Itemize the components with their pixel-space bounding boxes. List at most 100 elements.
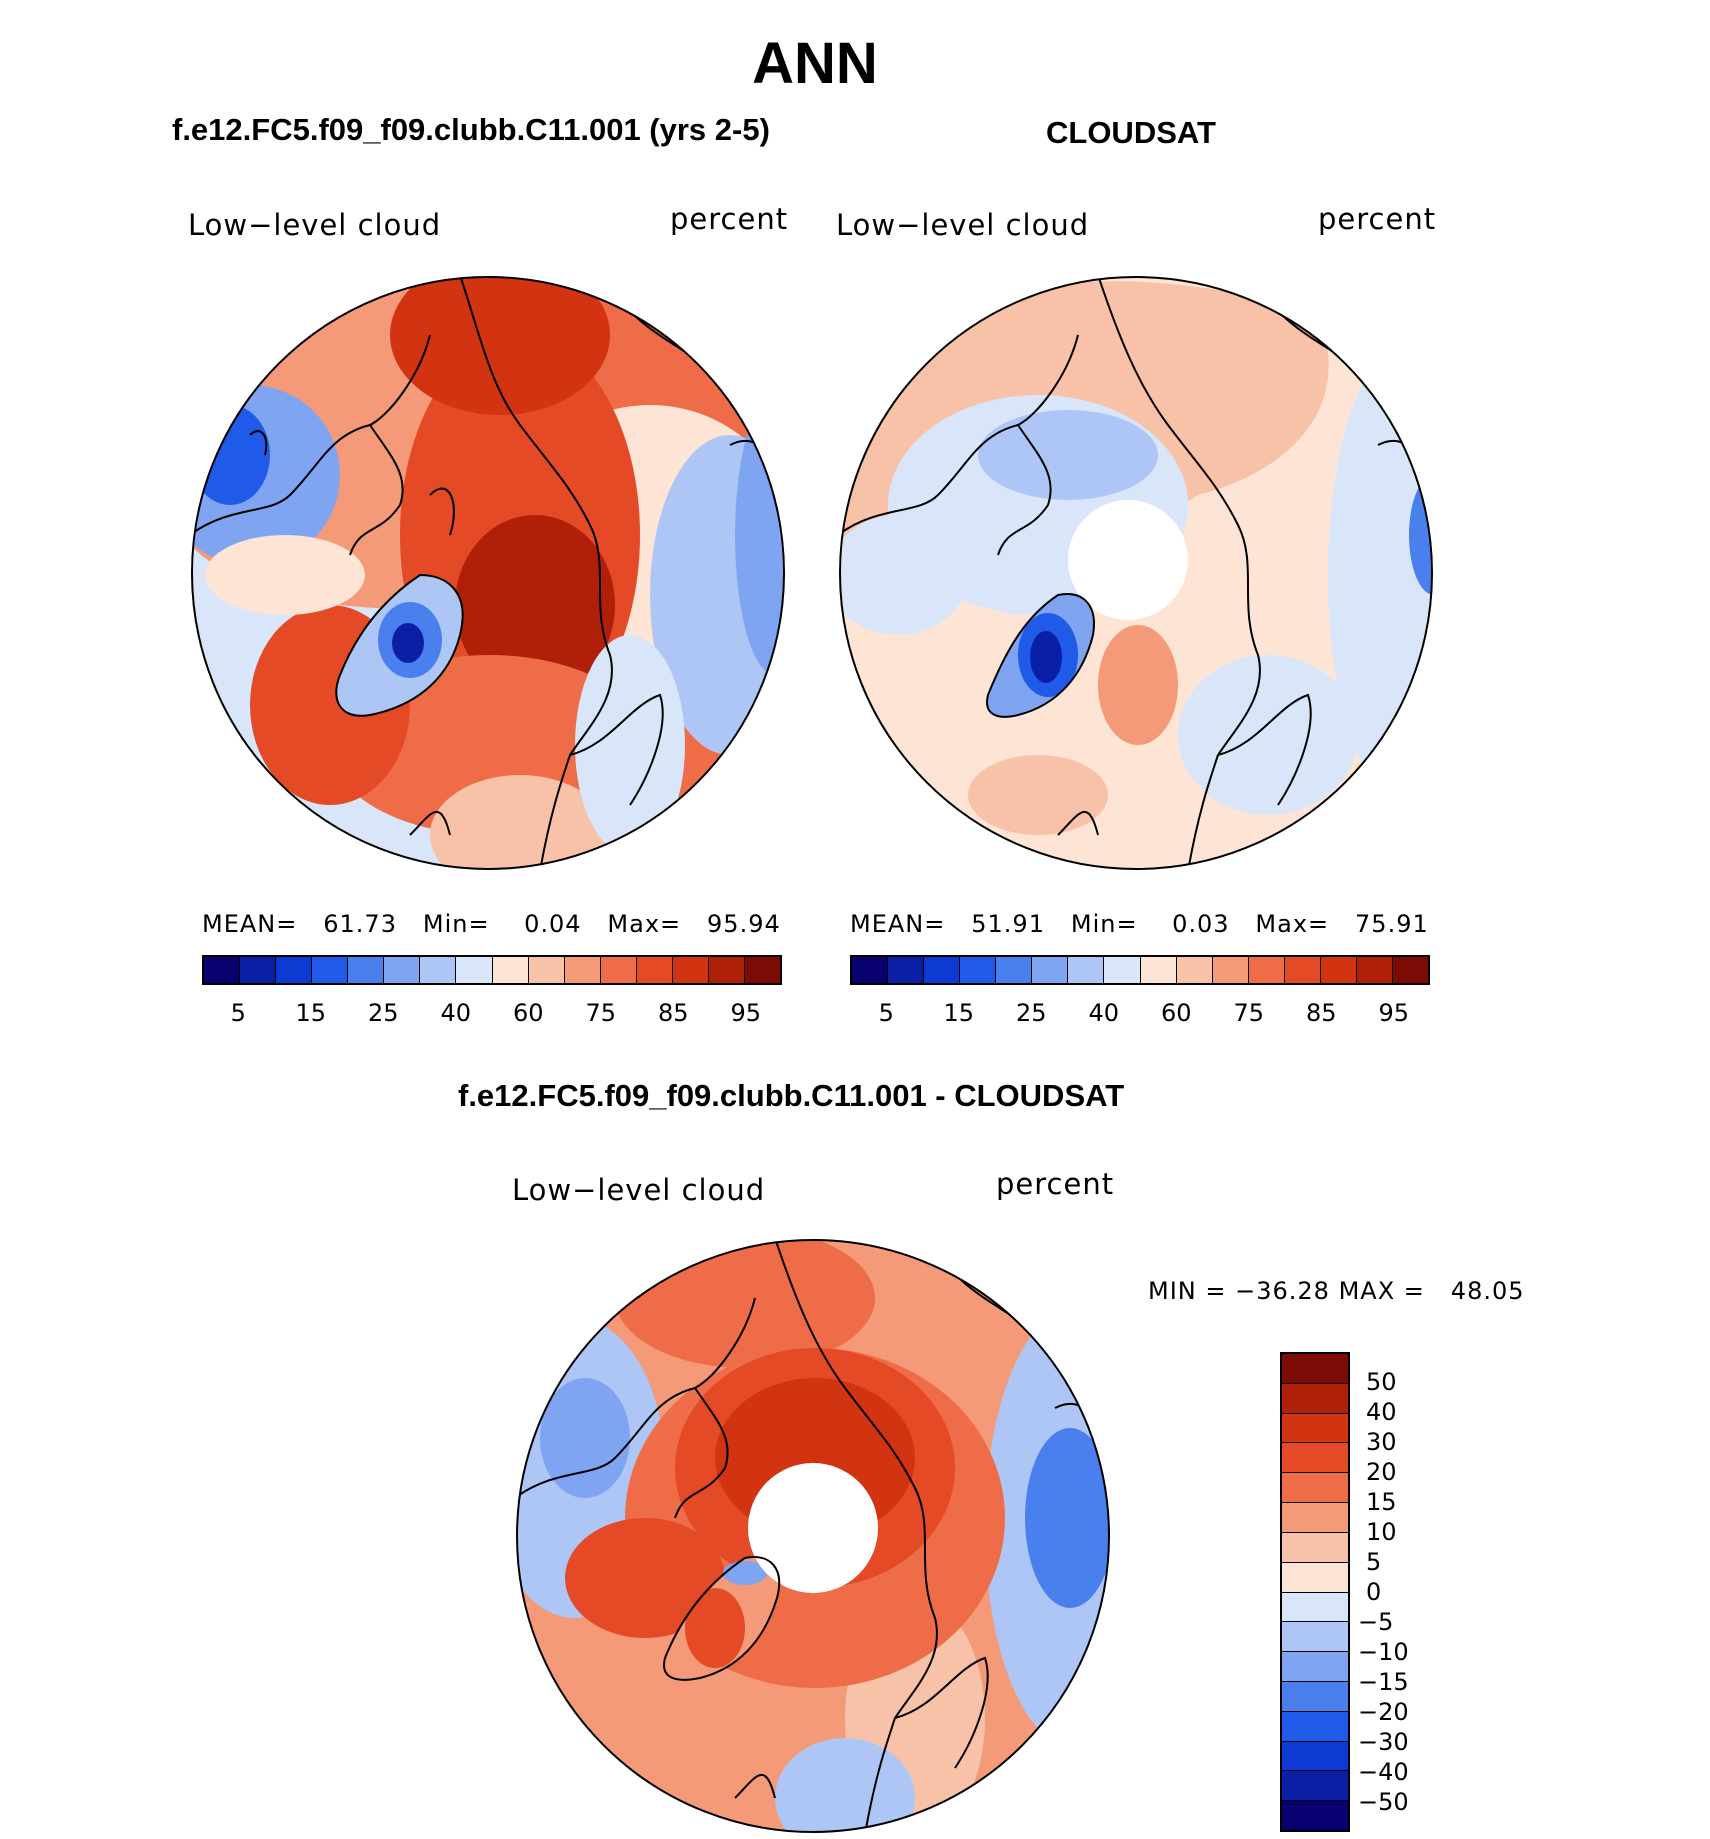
colorbar-tick-label: 0 xyxy=(1366,1578,1382,1606)
colorbar-tick-label: 15 xyxy=(1366,1488,1397,1516)
obs-stats: MEAN= 51.91 Min= 0.03 Max= 75.91 xyxy=(850,910,1429,938)
colorbar-box xyxy=(744,957,780,983)
colorbar-box xyxy=(888,957,925,983)
colorbar-tick-label: 85 xyxy=(657,999,689,1027)
colorbar-box xyxy=(708,957,745,983)
colorbar-box xyxy=(456,957,493,983)
colorbar-box xyxy=(852,957,889,983)
diff-max-value: 48.05 xyxy=(1450,1277,1525,1305)
colorbar-box xyxy=(1068,957,1105,983)
diff-min-label: MIN = xyxy=(1148,1277,1227,1305)
colorbar-box xyxy=(276,957,313,983)
obs-variable-label: Low−level cloud xyxy=(836,208,1090,242)
obs-colorbar xyxy=(850,955,1430,985)
colorbar-tick-label: −5 xyxy=(1358,1608,1394,1636)
colorbar-tick-label: −10 xyxy=(1358,1638,1409,1666)
model-mean-label: MEAN= xyxy=(202,910,298,938)
colorbar-box xyxy=(960,957,997,983)
colorbar-box xyxy=(528,957,565,983)
model-max-value: 95.94 xyxy=(707,910,781,938)
obs-max-value: 75.91 xyxy=(1355,910,1429,938)
main-title: ANN xyxy=(752,31,878,96)
obs-polar-map xyxy=(839,276,1433,870)
colorbar-box xyxy=(1212,957,1249,983)
diff-stats: MIN = −36.28 MAX = 48.05 xyxy=(1148,1277,1525,1305)
colorbar-tick-label: 60 xyxy=(512,999,544,1027)
obs-min-value: 0.03 xyxy=(1172,910,1230,938)
colorbar-tick-label: 5 xyxy=(1366,1548,1382,1576)
colorbar-box xyxy=(1282,1741,1348,1772)
colorbar-box xyxy=(1282,1771,1348,1802)
colorbar-box xyxy=(1282,1503,1348,1533)
colorbar-box xyxy=(492,957,529,983)
model-max-label: Max= xyxy=(607,910,682,938)
colorbar-tick-label: 85 xyxy=(1305,999,1337,1027)
colorbar-box xyxy=(1282,1443,1348,1474)
colorbar-box xyxy=(1282,1562,1348,1593)
colorbar-box xyxy=(1282,1473,1348,1504)
colorbar-box xyxy=(1282,1801,1348,1830)
colorbar-box xyxy=(204,957,241,983)
colorbar-box xyxy=(1282,1383,1348,1414)
colorbar-box xyxy=(564,957,601,983)
colorbar-box xyxy=(1282,1354,1348,1384)
colorbar-box xyxy=(348,957,385,983)
diff-panel-title: f.e12.FC5.f09_f09.clubb.C11.001 - CLOUDS… xyxy=(458,1078,1125,1113)
colorbar-box xyxy=(240,957,277,983)
colorbar-box xyxy=(1320,957,1357,983)
colorbar-tick-label: −30 xyxy=(1358,1728,1409,1756)
colorbar-box xyxy=(636,957,673,983)
colorbar-box xyxy=(600,957,637,983)
colorbar-tick-label: 75 xyxy=(585,999,617,1027)
colorbar-tick-label: 30 xyxy=(1366,1428,1397,1456)
colorbar-tick-label: −40 xyxy=(1358,1758,1409,1786)
model-panel-title: f.e12.FC5.f09_f09.clubb.C11.001 (yrs 2-5… xyxy=(172,112,770,147)
model-min-label: Min= xyxy=(422,910,490,938)
colorbar-box xyxy=(672,957,709,983)
colorbar-tick-label: 25 xyxy=(367,999,399,1027)
colorbar-box xyxy=(1392,957,1428,983)
colorbar-tick-label: −50 xyxy=(1358,1788,1409,1816)
colorbar-box xyxy=(1032,957,1069,983)
colorbar-tick-label: 40 xyxy=(440,999,472,1027)
colorbar-box xyxy=(1282,1413,1348,1444)
obs-max-label: Max= xyxy=(1255,910,1330,938)
colorbar-tick-label: 40 xyxy=(1366,1398,1397,1426)
colorbar-tick-label: 15 xyxy=(295,999,327,1027)
obs-units-label: percent xyxy=(1318,202,1437,236)
obs-mean-value: 51.91 xyxy=(971,910,1045,938)
colorbar-box xyxy=(1140,957,1177,983)
colorbar-box xyxy=(1282,1681,1348,1712)
model-polar-map xyxy=(191,276,785,870)
model-mean-value: 61.73 xyxy=(323,910,397,938)
colorbar-tick-label: 5 xyxy=(230,999,246,1027)
colorbar-box xyxy=(1282,1711,1348,1742)
diff-polar-map xyxy=(516,1239,1110,1833)
colorbar-tick-label: 5 xyxy=(878,999,894,1027)
model-stats: MEAN= 61.73 Min= 0.04 Max= 95.94 xyxy=(202,910,781,938)
colorbar-box xyxy=(1284,957,1321,983)
diff-units-label: percent xyxy=(996,1167,1115,1201)
model-min-value: 0.04 xyxy=(524,910,582,938)
obs-mean-label: MEAN= xyxy=(850,910,946,938)
colorbar-tick-label: −15 xyxy=(1358,1668,1409,1696)
colorbar-tick-label: 60 xyxy=(1160,999,1192,1027)
model-variable-label: Low−level cloud xyxy=(188,208,442,242)
colorbar-tick-label: −20 xyxy=(1358,1698,1409,1726)
diff-min-value: −36.28 xyxy=(1235,1277,1330,1305)
colorbar-box xyxy=(1104,957,1141,983)
colorbar-tick-label: 75 xyxy=(1233,999,1265,1027)
colorbar-box xyxy=(996,957,1033,983)
colorbar-box xyxy=(1356,957,1393,983)
colorbar-box xyxy=(1176,957,1213,983)
obs-min-label: Min= xyxy=(1070,910,1138,938)
colorbar-box xyxy=(1282,1532,1348,1563)
colorbar-tick-label: 95 xyxy=(730,999,762,1027)
colorbar-box xyxy=(1248,957,1285,983)
colorbar-box xyxy=(312,957,349,983)
colorbar-tick-label: 40 xyxy=(1088,999,1120,1027)
colorbar-box xyxy=(1282,1622,1348,1653)
diff-colorbar xyxy=(1280,1352,1350,1832)
colorbar-tick-label: 15 xyxy=(943,999,975,1027)
colorbar-box xyxy=(420,957,457,983)
